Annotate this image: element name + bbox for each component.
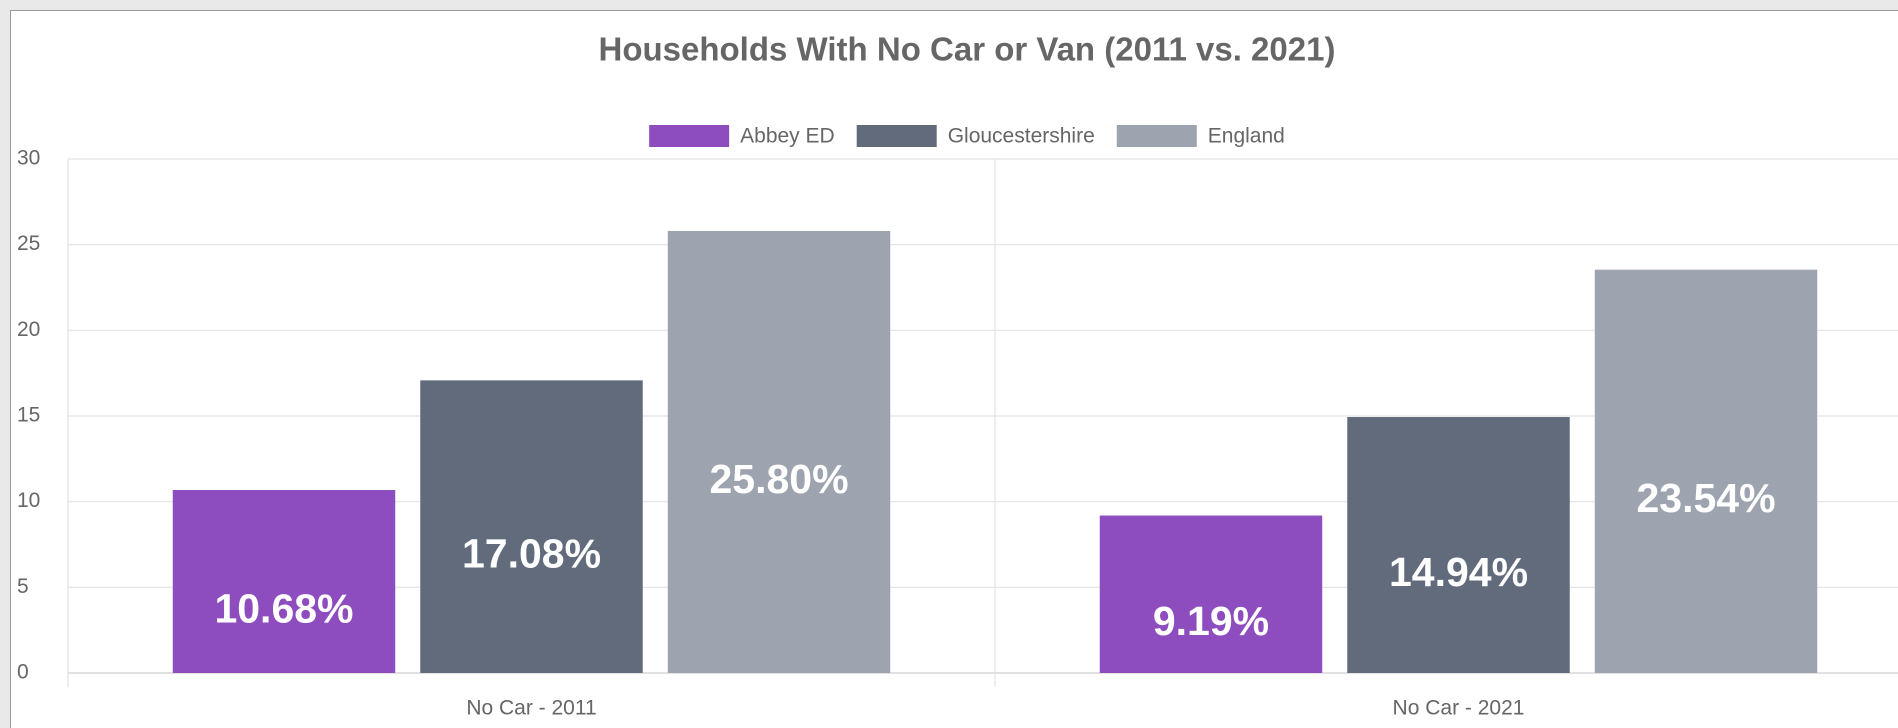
- legend-swatch: [649, 125, 730, 147]
- data-label: 14.94%: [1389, 549, 1528, 595]
- y-tick-label: 5: [17, 575, 29, 598]
- bar: [1099, 515, 1323, 673]
- legend-swatch: [1116, 125, 1197, 147]
- bar: [172, 490, 396, 673]
- data-label: 17.08%: [462, 531, 601, 577]
- bar: [1594, 269, 1818, 673]
- legend-label: Gloucestershire: [948, 125, 1095, 148]
- y-tick-label: 0: [17, 661, 29, 684]
- y-tick-label: 20: [17, 318, 40, 341]
- data-label: 10.68%: [214, 585, 353, 631]
- bar: [667, 230, 891, 673]
- legend-label: England: [1208, 125, 1285, 148]
- chart-title: Households With No Car or Van (2011 vs. …: [599, 31, 1336, 68]
- legend-label: Abbey ED: [740, 125, 835, 148]
- bar: [1347, 417, 1570, 673]
- x-tick-label: No Car - 2011: [466, 697, 596, 720]
- legend-swatch: [856, 125, 937, 147]
- chart: Households With No Car or Van (2011 vs. …: [17, 31, 1898, 720]
- y-tick-label: 10: [17, 489, 40, 512]
- data-label: 9.19%: [1153, 598, 1269, 644]
- chart-frame: Households With No Car or Van (2011 vs. …: [10, 10, 1898, 728]
- y-tick-label: 15: [17, 404, 40, 427]
- y-tick-label: 25: [17, 232, 40, 255]
- bar: [420, 380, 643, 673]
- data-label: 23.54%: [1636, 475, 1775, 521]
- y-tick-label: 30: [17, 147, 40, 170]
- x-tick-label: No Car - 2021: [1393, 697, 1525, 720]
- data-label: 25.80%: [709, 456, 848, 502]
